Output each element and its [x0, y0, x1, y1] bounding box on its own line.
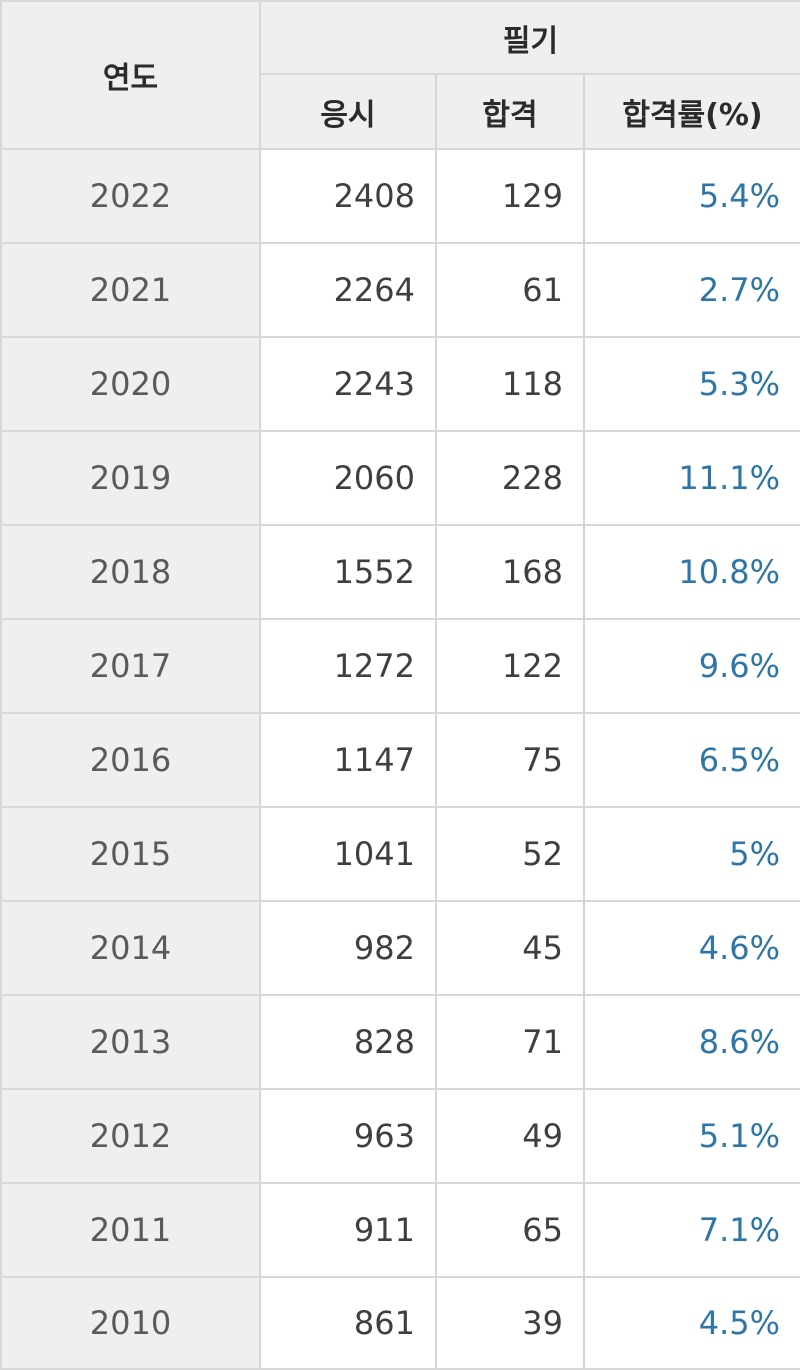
year-cell: 2019 [0, 430, 261, 526]
applicants-cell: 963 [259, 1088, 437, 1184]
applicants-cell: 1272 [259, 618, 437, 714]
pass-rate-cell: 5.1% [582, 1088, 800, 1184]
applicants-cell: 2060 [259, 430, 437, 526]
passed-cell: 65 [435, 1182, 585, 1278]
applicants-cell: 2243 [259, 336, 437, 432]
year-column-header: 연도 [0, 0, 261, 150]
applicants-cell: 1552 [259, 524, 437, 620]
passed-cell: 75 [435, 712, 585, 808]
table-body: 2022 2408 129 5.4% 2021 2264 61 2.7% 202… [0, 148, 800, 1370]
year-cell: 2010 [0, 1276, 261, 1370]
table-row: 2019 2060 228 11.1% [0, 430, 800, 526]
pass-rate-cell: 2.7% [582, 242, 800, 338]
pass-rate-cell: 10.8% [582, 524, 800, 620]
passed-cell: 168 [435, 524, 585, 620]
applicants-cell: 861 [259, 1276, 437, 1370]
pass-rate-cell: 8.6% [582, 994, 800, 1090]
year-cell: 2018 [0, 524, 261, 620]
passed-cell: 118 [435, 336, 585, 432]
table-row: 2014 982 45 4.6% [0, 900, 800, 996]
table-row: 2011 911 65 7.1% [0, 1182, 800, 1278]
year-cell: 2021 [0, 242, 261, 338]
year-cell: 2016 [0, 712, 261, 808]
table-row: 2015 1041 52 5% [0, 806, 800, 902]
applicants-cell: 1041 [259, 806, 437, 902]
table-row: 2013 828 71 8.6% [0, 994, 800, 1090]
pass-rate-cell: 4.6% [582, 900, 800, 996]
pass-rate-cell: 5% [582, 806, 800, 902]
applicants-cell: 828 [259, 994, 437, 1090]
year-cell: 2012 [0, 1088, 261, 1184]
table-row: 2020 2243 118 5.3% [0, 336, 800, 432]
applicants-column-header: 응시 [259, 73, 437, 150]
passed-cell: 39 [435, 1276, 585, 1370]
table-row: 2021 2264 61 2.7% [0, 242, 800, 338]
pass-rate-cell: 6.5% [582, 712, 800, 808]
table-row: 2012 963 49 5.1% [0, 1088, 800, 1184]
passed-column-header: 합격 [435, 73, 585, 150]
year-cell: 2013 [0, 994, 261, 1090]
table-row: 2010 861 39 4.5% [0, 1276, 800, 1370]
pass-rate-column-header: 합격률(%) [582, 73, 800, 150]
passed-cell: 122 [435, 618, 585, 714]
applicants-cell: 911 [259, 1182, 437, 1278]
header-row-top: 연도 필기 [0, 0, 800, 150]
year-cell: 2015 [0, 806, 261, 902]
applicants-cell: 2408 [259, 148, 437, 244]
year-cell: 2014 [0, 900, 261, 996]
table-row: 2017 1272 122 9.6% [0, 618, 800, 714]
passed-cell: 45 [435, 900, 585, 996]
passed-cell: 52 [435, 806, 585, 902]
header-row-sub: 응시 합격 합격률(%) [1, 73, 800, 150]
year-cell: 2020 [0, 336, 261, 432]
applicants-cell: 982 [259, 900, 437, 996]
table-row: 2022 2408 129 5.4% [0, 148, 800, 244]
pass-rate-cell: 9.6% [582, 618, 800, 714]
table-row: 2016 1147 75 6.5% [0, 712, 800, 808]
pass-rate-cell: 5.3% [582, 336, 800, 432]
pass-rate-cell: 7.1% [582, 1182, 800, 1278]
written-exam-group-header: 필기 [258, 0, 800, 75]
applicants-cell: 1147 [259, 712, 437, 808]
passed-cell: 61 [435, 242, 585, 338]
passed-cell: 228 [435, 430, 585, 526]
passed-cell: 129 [435, 148, 585, 244]
table-header: 연도 필기 응시 합격 합격률(%) [0, 0, 800, 150]
pass-rate-cell: 4.5% [582, 1276, 800, 1370]
pass-rate-cell: 11.1% [582, 430, 800, 526]
year-cell: 2017 [0, 618, 261, 714]
applicants-cell: 2264 [259, 242, 437, 338]
passed-cell: 49 [435, 1088, 585, 1184]
passed-cell: 71 [435, 994, 585, 1090]
year-cell: 2022 [0, 148, 261, 244]
year-cell: 2011 [0, 1182, 261, 1278]
pass-rate-cell: 5.4% [582, 148, 800, 244]
table-row: 2018 1552 168 10.8% [0, 524, 800, 620]
